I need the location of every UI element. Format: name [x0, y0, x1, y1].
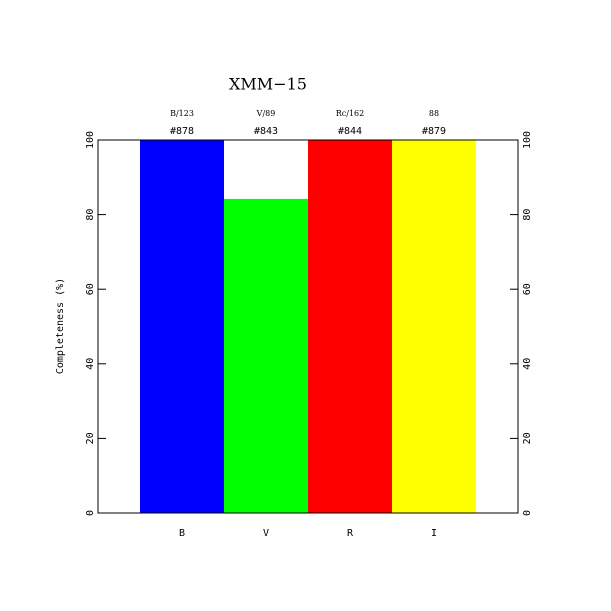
- plot-frame: [97, 139, 519, 514]
- y-tick-label: 20: [85, 432, 96, 444]
- y-tick-label: 40: [522, 358, 533, 370]
- y-tick-label: 100: [522, 131, 533, 149]
- count-label: #878: [170, 126, 194, 137]
- y-tick-label: 100: [85, 131, 96, 149]
- x-tick-label: R: [347, 528, 354, 539]
- y-axis-label: Completeness (%): [55, 278, 66, 374]
- bar: [392, 140, 476, 513]
- y-tick-label: 80: [522, 209, 533, 221]
- bar: [224, 198, 308, 513]
- y-tick-label: 0: [522, 510, 533, 516]
- filter-label: V/89: [256, 109, 276, 118]
- count-label: #844: [338, 126, 362, 137]
- filter-label: 88: [429, 109, 439, 118]
- bar: [140, 140, 224, 513]
- chart-title: XMM−15: [229, 75, 307, 94]
- y-tick-label: 0: [85, 510, 96, 516]
- filter-label: B/123: [170, 109, 194, 118]
- y-tick-label: 60: [522, 283, 533, 295]
- count-label: #879: [422, 126, 446, 137]
- y-tick-label: 80: [85, 209, 96, 221]
- y-tick-label: 20: [522, 432, 533, 444]
- filter-label: Rc/162: [336, 109, 364, 118]
- count-label: #843: [254, 126, 278, 137]
- x-tick-label: B: [179, 528, 185, 539]
- y-tick-label: 40: [85, 358, 96, 370]
- y-tick-label: 60: [85, 283, 96, 295]
- x-tick-label: I: [431, 528, 437, 539]
- bar: [308, 140, 392, 513]
- x-tick-label: V: [263, 528, 269, 539]
